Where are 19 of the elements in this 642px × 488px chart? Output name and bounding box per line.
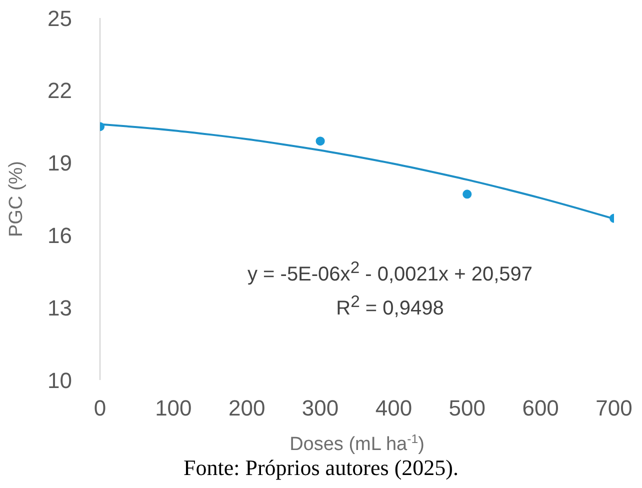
- x-tick-label: 300: [302, 396, 339, 421]
- x-axis-title: Doses (mL ha$^{-1}$): [290, 432, 424, 455]
- y-tick-label: 22: [48, 78, 72, 104]
- x-tick-label: 100: [155, 396, 192, 421]
- x-tick-label: 200: [228, 396, 266, 421]
- annotation: y = -5E-06x$^{2}$ - 0,0021x + 20,597: [246, 258, 534, 287]
- y-tick-label: 13: [48, 295, 72, 320]
- x-tick-label: 700: [596, 396, 632, 421]
- y-axis-title: PGC (%): [6, 161, 27, 237]
- y-tick-label: 16: [48, 223, 72, 248]
- annotation: R$^{2}$ = 0,9498: [335, 292, 445, 321]
- x-tick-label: 0: [94, 396, 106, 421]
- x-tick-label: 600: [522, 396, 559, 421]
- source-note: Fonte: Próprios autores (2025).: [182, 455, 460, 481]
- x-tick-label: 400: [375, 396, 412, 421]
- x-tick-label: 500: [448, 396, 486, 421]
- y-tick-label: 19: [48, 150, 72, 176]
- y-tick-label: 25: [48, 6, 72, 31]
- y-tick-label: 10: [48, 368, 72, 393]
